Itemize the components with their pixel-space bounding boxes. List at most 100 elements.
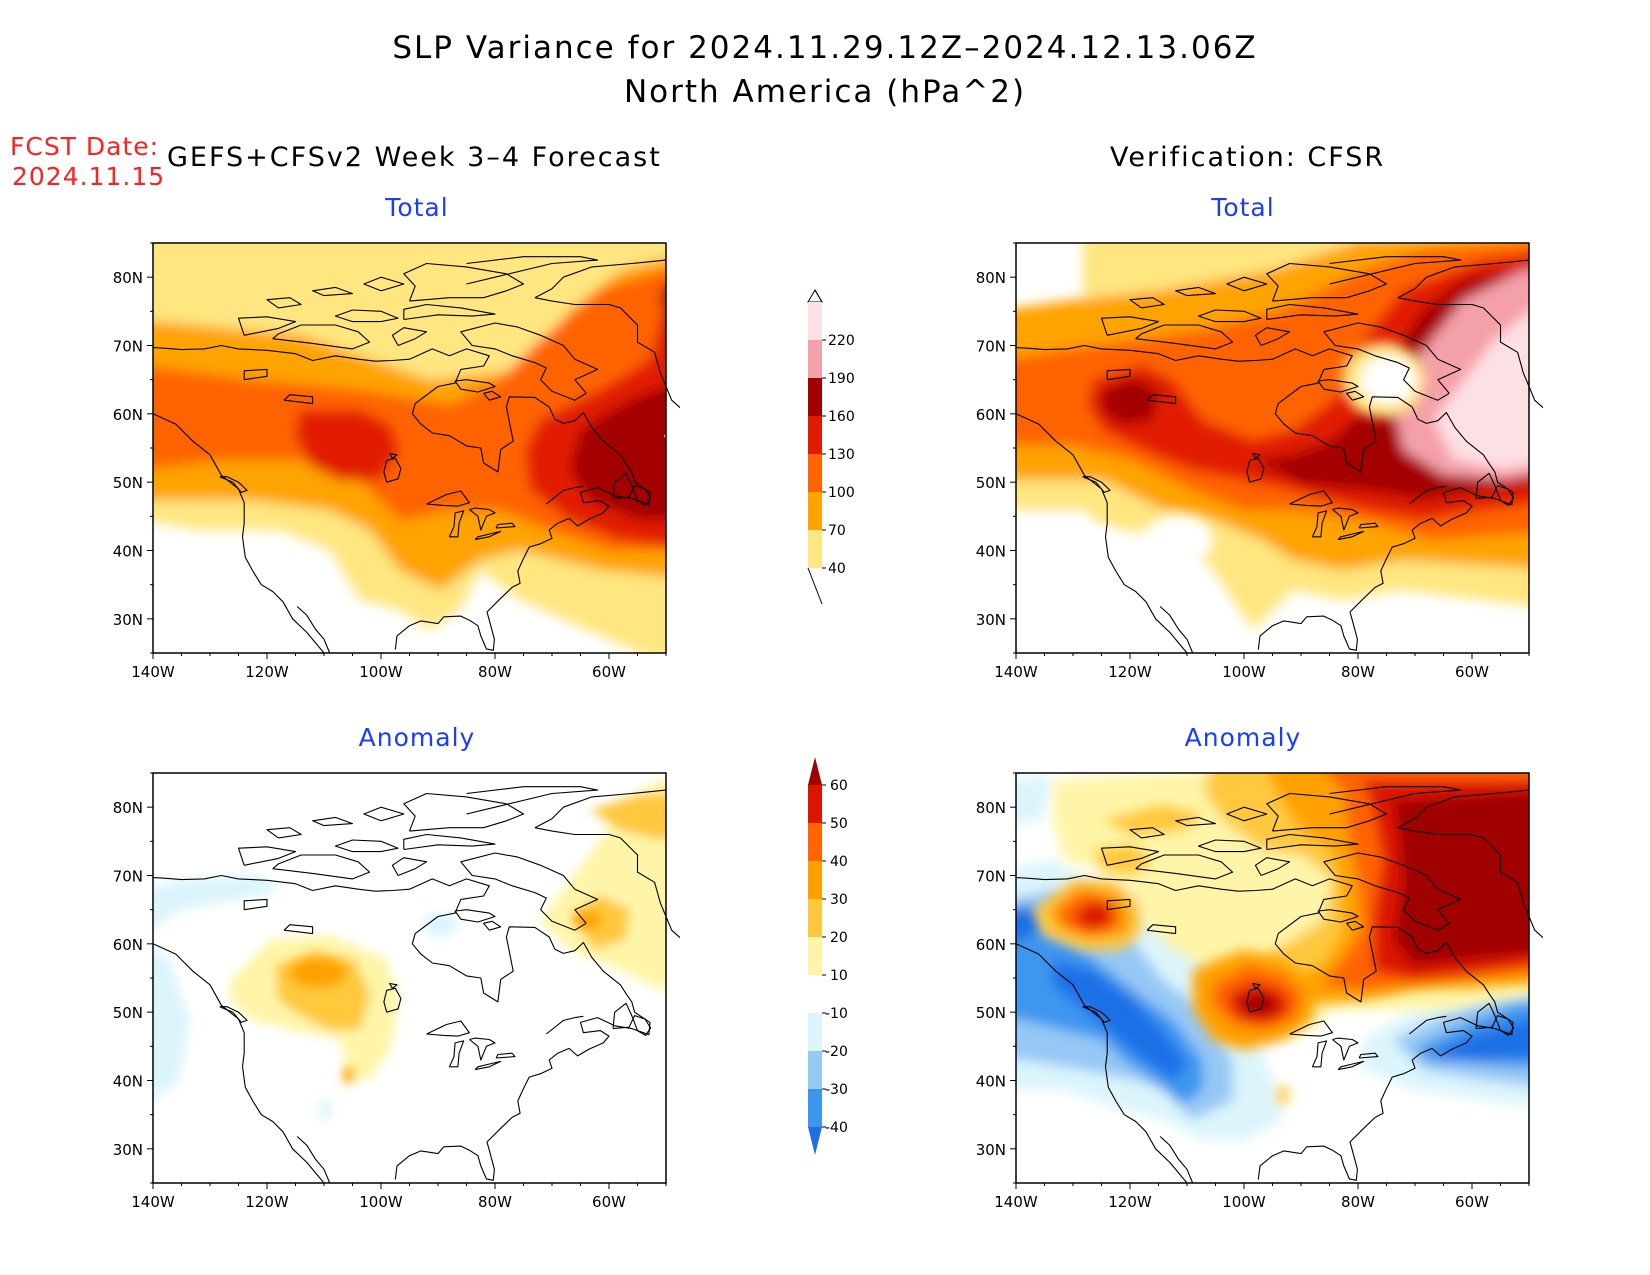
coastline-segment — [1317, 909, 1359, 923]
panel-forecast-anomaly: 80N 70N 60N 50N 40N 30N 140W 120W 100W 80W 60W — [100, 760, 695, 1234]
coastline-segment — [391, 857, 428, 877]
lon-tick-label: 60W — [592, 1193, 626, 1211]
lat-tick-label: 40N — [113, 543, 143, 561]
colorbar-swatch — [808, 899, 822, 937]
colorbar-top-cap — [807, 289, 823, 303]
lon-tick-label: 100W — [359, 1193, 403, 1211]
coastline-segment — [460, 322, 599, 401]
lon-tick-label: 80W — [478, 1193, 512, 1211]
lon-tick-label: 140W — [994, 1193, 1038, 1211]
forecast-anomaly-coastlines — [152, 786, 695, 1184]
colorbar-top-arrow — [808, 757, 822, 785]
colorbar-swatch — [808, 823, 822, 861]
coastline-segment — [1254, 857, 1291, 877]
lon-tick-label: 80W — [478, 663, 512, 681]
colorbar-swatch — [808, 785, 822, 823]
coastline-segment — [474, 1060, 502, 1071]
lat-tick-label: 40N — [113, 1073, 143, 1091]
colorbar-swatch — [808, 302, 822, 340]
coastline-segment — [1106, 368, 1131, 381]
coastline-segment — [1475, 472, 1515, 506]
coastline-segment — [1129, 827, 1165, 839]
colorbar-swatch — [808, 378, 822, 416]
coastline-segment — [469, 1037, 496, 1061]
coastline-segment — [1358, 522, 1379, 529]
coastline-segment — [1146, 394, 1177, 405]
lon-tick-label: 140W — [994, 663, 1038, 681]
coastline-segment — [403, 792, 525, 832]
coastline-segment — [1266, 303, 1359, 321]
coastline-segment — [1266, 833, 1359, 851]
coastline-segment — [1246, 457, 1265, 483]
coastline-segment — [448, 510, 465, 538]
fcst-date-value: 2024.11.15 — [12, 162, 166, 191]
colorbar-level-label: 100 — [828, 485, 855, 501]
forecast-anomaly-field — [153, 773, 666, 1183]
colorbar-swatch — [808, 416, 822, 454]
coastline-segment — [219, 476, 248, 493]
coastline-segment — [469, 507, 496, 531]
lat-tick-label: 50N — [113, 474, 143, 492]
lat-tick-label: 30N — [976, 1141, 1006, 1159]
panel-title-fcst-anomaly: Anomaly — [358, 723, 476, 752]
coastline-segment — [1159, 1136, 1194, 1184]
coastline-segment — [1159, 606, 1194, 654]
lat-tick-label: 80N — [976, 799, 1006, 817]
coastline-segment — [1289, 490, 1333, 507]
coastline-segment — [1289, 1020, 1333, 1037]
lon-tick-label: 140W — [131, 663, 175, 681]
colorbar-level-label: -20 — [825, 1044, 848, 1060]
forecast-total-coastlines — [152, 256, 695, 654]
coastline-segment — [312, 816, 354, 827]
coastline-segment — [1397, 259, 1530, 299]
main-subtitle: North America (hPa^2) — [623, 74, 1027, 110]
lat-tick-label: 70N — [113, 338, 143, 356]
colorbar-swatch — [808, 937, 822, 975]
coastline-segment — [152, 943, 325, 1184]
coastline-segment — [1175, 816, 1217, 827]
coastline-segment — [1082, 476, 1111, 493]
lat-tick-label: 30N — [976, 611, 1006, 629]
colorbar-level-label: 60 — [830, 778, 848, 794]
coastline-segment — [466, 786, 599, 815]
coastline-segment — [1106, 898, 1131, 911]
coastline-segment — [391, 327, 428, 347]
verification-anomaly-field — [1016, 773, 1529, 1183]
colorbar-level-label: 20 — [830, 930, 848, 946]
coastline-segment — [403, 262, 525, 302]
coastline-segment — [403, 303, 496, 321]
coastline-segment — [1175, 286, 1217, 297]
coastline-segment — [363, 806, 405, 822]
coastline-segment — [1337, 530, 1365, 541]
coastline-segment — [1311, 510, 1328, 538]
coastline-segment — [1397, 827, 1558, 945]
coastline-segment — [283, 394, 314, 405]
panel-title-fcst-total: Total — [385, 193, 449, 222]
fcst-date-label: FCST Date: — [10, 132, 160, 161]
coastline-segment — [1197, 839, 1262, 853]
coastline-segment — [1252, 982, 1261, 989]
colorbar-swatch — [808, 492, 822, 530]
lon-tick-label: 120W — [245, 663, 289, 681]
coastline-segment — [483, 920, 502, 931]
coastline-segment — [237, 316, 297, 336]
coastline-segment — [448, 1040, 465, 1068]
coastline-segment — [454, 379, 496, 393]
coastline-segment — [1317, 379, 1359, 393]
coastline-segment — [272, 854, 371, 880]
lat-tick-label: 80N — [113, 799, 143, 817]
coastline-segment — [363, 276, 405, 292]
colorbar-swatch — [808, 1089, 822, 1127]
coastline-segment — [1146, 924, 1177, 935]
verification-total-field — [1016, 243, 1529, 653]
verification-anomaly-coastlines — [1015, 786, 1558, 1184]
coastline-segment — [1015, 874, 1514, 1181]
coastline-segment — [1332, 1037, 1359, 1061]
coastline-segment — [1266, 262, 1388, 302]
coastline-segment — [1311, 1040, 1328, 1068]
colorbar-level-label: 40 — [830, 854, 848, 870]
coastline-segment — [312, 286, 354, 297]
coastline-segment — [483, 390, 502, 401]
coastline-segment — [1197, 309, 1262, 323]
colorbar-level-label: 40 — [828, 561, 846, 577]
